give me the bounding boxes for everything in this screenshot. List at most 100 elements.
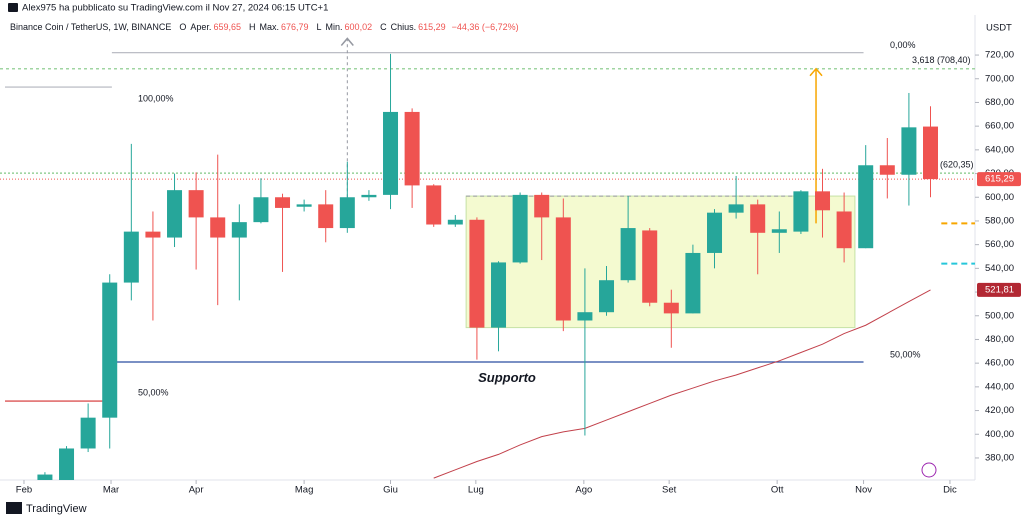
candle-body: [685, 252, 701, 314]
legend-item: H: [249, 22, 256, 32]
x-tick-label: Ott: [771, 485, 784, 496]
candle-body: [167, 190, 183, 238]
y-tick-label: 560,00: [985, 239, 1014, 250]
arrow-head: [809, 67, 823, 77]
x-tick-label: Dic: [943, 485, 957, 496]
candle-body: [59, 448, 75, 480]
candle-body: [426, 185, 442, 225]
zone-label: Supporto: [478, 370, 536, 385]
candle-body: [491, 262, 507, 328]
y-tick-label: 660,00: [985, 121, 1014, 132]
attribution: Alex975 ha pubblicato su TradingView.com…: [22, 3, 328, 14]
candle-body: [318, 204, 334, 229]
candle-body: [858, 165, 874, 249]
y-tick-label: 600,00: [985, 192, 1014, 203]
candle-body: [145, 231, 161, 238]
candle-body: [339, 197, 355, 229]
plot: [0, 37, 975, 480]
candle-body: [901, 127, 917, 175]
x-tick-label: Mar: [103, 485, 119, 496]
y-tick-label: 720,00: [985, 50, 1014, 61]
candle-body: [512, 194, 528, 263]
legend-item: 615,29: [418, 22, 446, 32]
x-tick-label: Ago: [575, 485, 592, 496]
candle-body: [707, 212, 723, 253]
candle-body: [404, 111, 420, 186]
candle-body: [80, 417, 96, 449]
candle-body: [642, 230, 658, 303]
legend-item: O: [179, 22, 186, 32]
x-tick-label: Mag: [295, 485, 313, 496]
y-tick-label: 580,00: [985, 215, 1014, 226]
candle-body: [210, 217, 226, 238]
y-tick-label: 680,00: [985, 97, 1014, 108]
legend: Binance Coin / TetherUS, 1W, BINANCE O Ape…: [10, 22, 519, 32]
candle-body: [793, 191, 809, 232]
arrow-head: [340, 37, 354, 46]
y-tick-label: 400,00: [985, 429, 1014, 440]
legend-item: Max.: [259, 22, 279, 32]
candle-body: [750, 204, 766, 233]
candle-body: [361, 194, 377, 198]
legend-item: L: [317, 22, 322, 32]
candle-body: [620, 228, 636, 281]
candle-body: [188, 190, 204, 218]
candle-body: [836, 211, 852, 249]
icon: [921, 462, 937, 478]
candle-body: [771, 229, 787, 233]
level-label: 50,00%: [138, 387, 169, 397]
level-label: 100,00%: [138, 93, 174, 103]
candle-body: [555, 217, 571, 321]
candle-body: [815, 191, 831, 211]
y-tick-label: 440,00: [985, 381, 1014, 392]
candle-body: [577, 312, 593, 321]
x-tick-label: Set: [662, 485, 677, 496]
y-tick-label: 700,00: [985, 73, 1014, 84]
candle-body: [296, 204, 312, 207]
candle-body: [469, 219, 485, 328]
zone: [465, 195, 856, 329]
moving-average: [433, 289, 931, 479]
legend-item: 676,79: [281, 22, 309, 32]
brand: TradingView: [26, 503, 87, 515]
x-tick-label: Lug: [468, 485, 484, 496]
currency: USDT: [986, 23, 1012, 34]
legend-item: Aper.: [190, 22, 211, 32]
candle-body: [123, 231, 139, 283]
price-tag-label: 521,81: [985, 284, 1014, 295]
y-tick-label: 380,00: [985, 452, 1014, 463]
y-tick-label: 480,00: [985, 334, 1014, 345]
candle-body: [383, 111, 399, 195]
price-tag: [977, 172, 1021, 187]
level-label: 3,618 (708,40): [912, 55, 971, 65]
candle-body: [447, 219, 463, 225]
candle-body: [102, 282, 118, 418]
price-tag-label: 615,29: [985, 174, 1014, 185]
level-label: 0,00%: [890, 40, 916, 50]
candle-body: [253, 197, 269, 223]
x-tick-label: Nov: [855, 485, 872, 496]
candle-body: [37, 474, 53, 480]
brand-logo: [6, 502, 22, 514]
legend-item: 659,65: [213, 22, 241, 32]
level-label: (620,35): [940, 160, 974, 170]
candle-body: [923, 126, 939, 180]
level-label: 50,00%: [890, 349, 921, 359]
y-tick-label: 420,00: [985, 405, 1014, 416]
candle-body: [599, 280, 615, 313]
y-tick-label: 540,00: [985, 263, 1014, 274]
y-tick-label: 460,00: [985, 358, 1014, 369]
x-tick-label: Apr: [189, 485, 204, 496]
candle-body: [231, 222, 247, 238]
candle-body: [534, 194, 550, 218]
legend-item: Chius.: [391, 22, 417, 32]
legend-item: C: [380, 22, 387, 32]
candle-body: [879, 165, 895, 175]
y-tick-label: 500,00: [985, 310, 1014, 321]
legend-item: Binance Coin / TetherUS, 1W, BINANCE: [10, 22, 171, 32]
legend-item: 600,02: [345, 22, 373, 32]
candle-body: [663, 302, 679, 314]
x-tick-label: Feb: [16, 485, 32, 496]
